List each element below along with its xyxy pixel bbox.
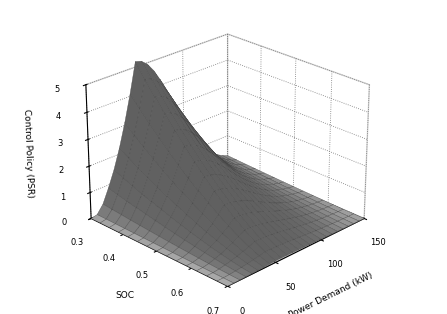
X-axis label: Power Demand (kW): Power Demand (kW) bbox=[287, 270, 374, 314]
Y-axis label: SOC: SOC bbox=[115, 290, 135, 300]
